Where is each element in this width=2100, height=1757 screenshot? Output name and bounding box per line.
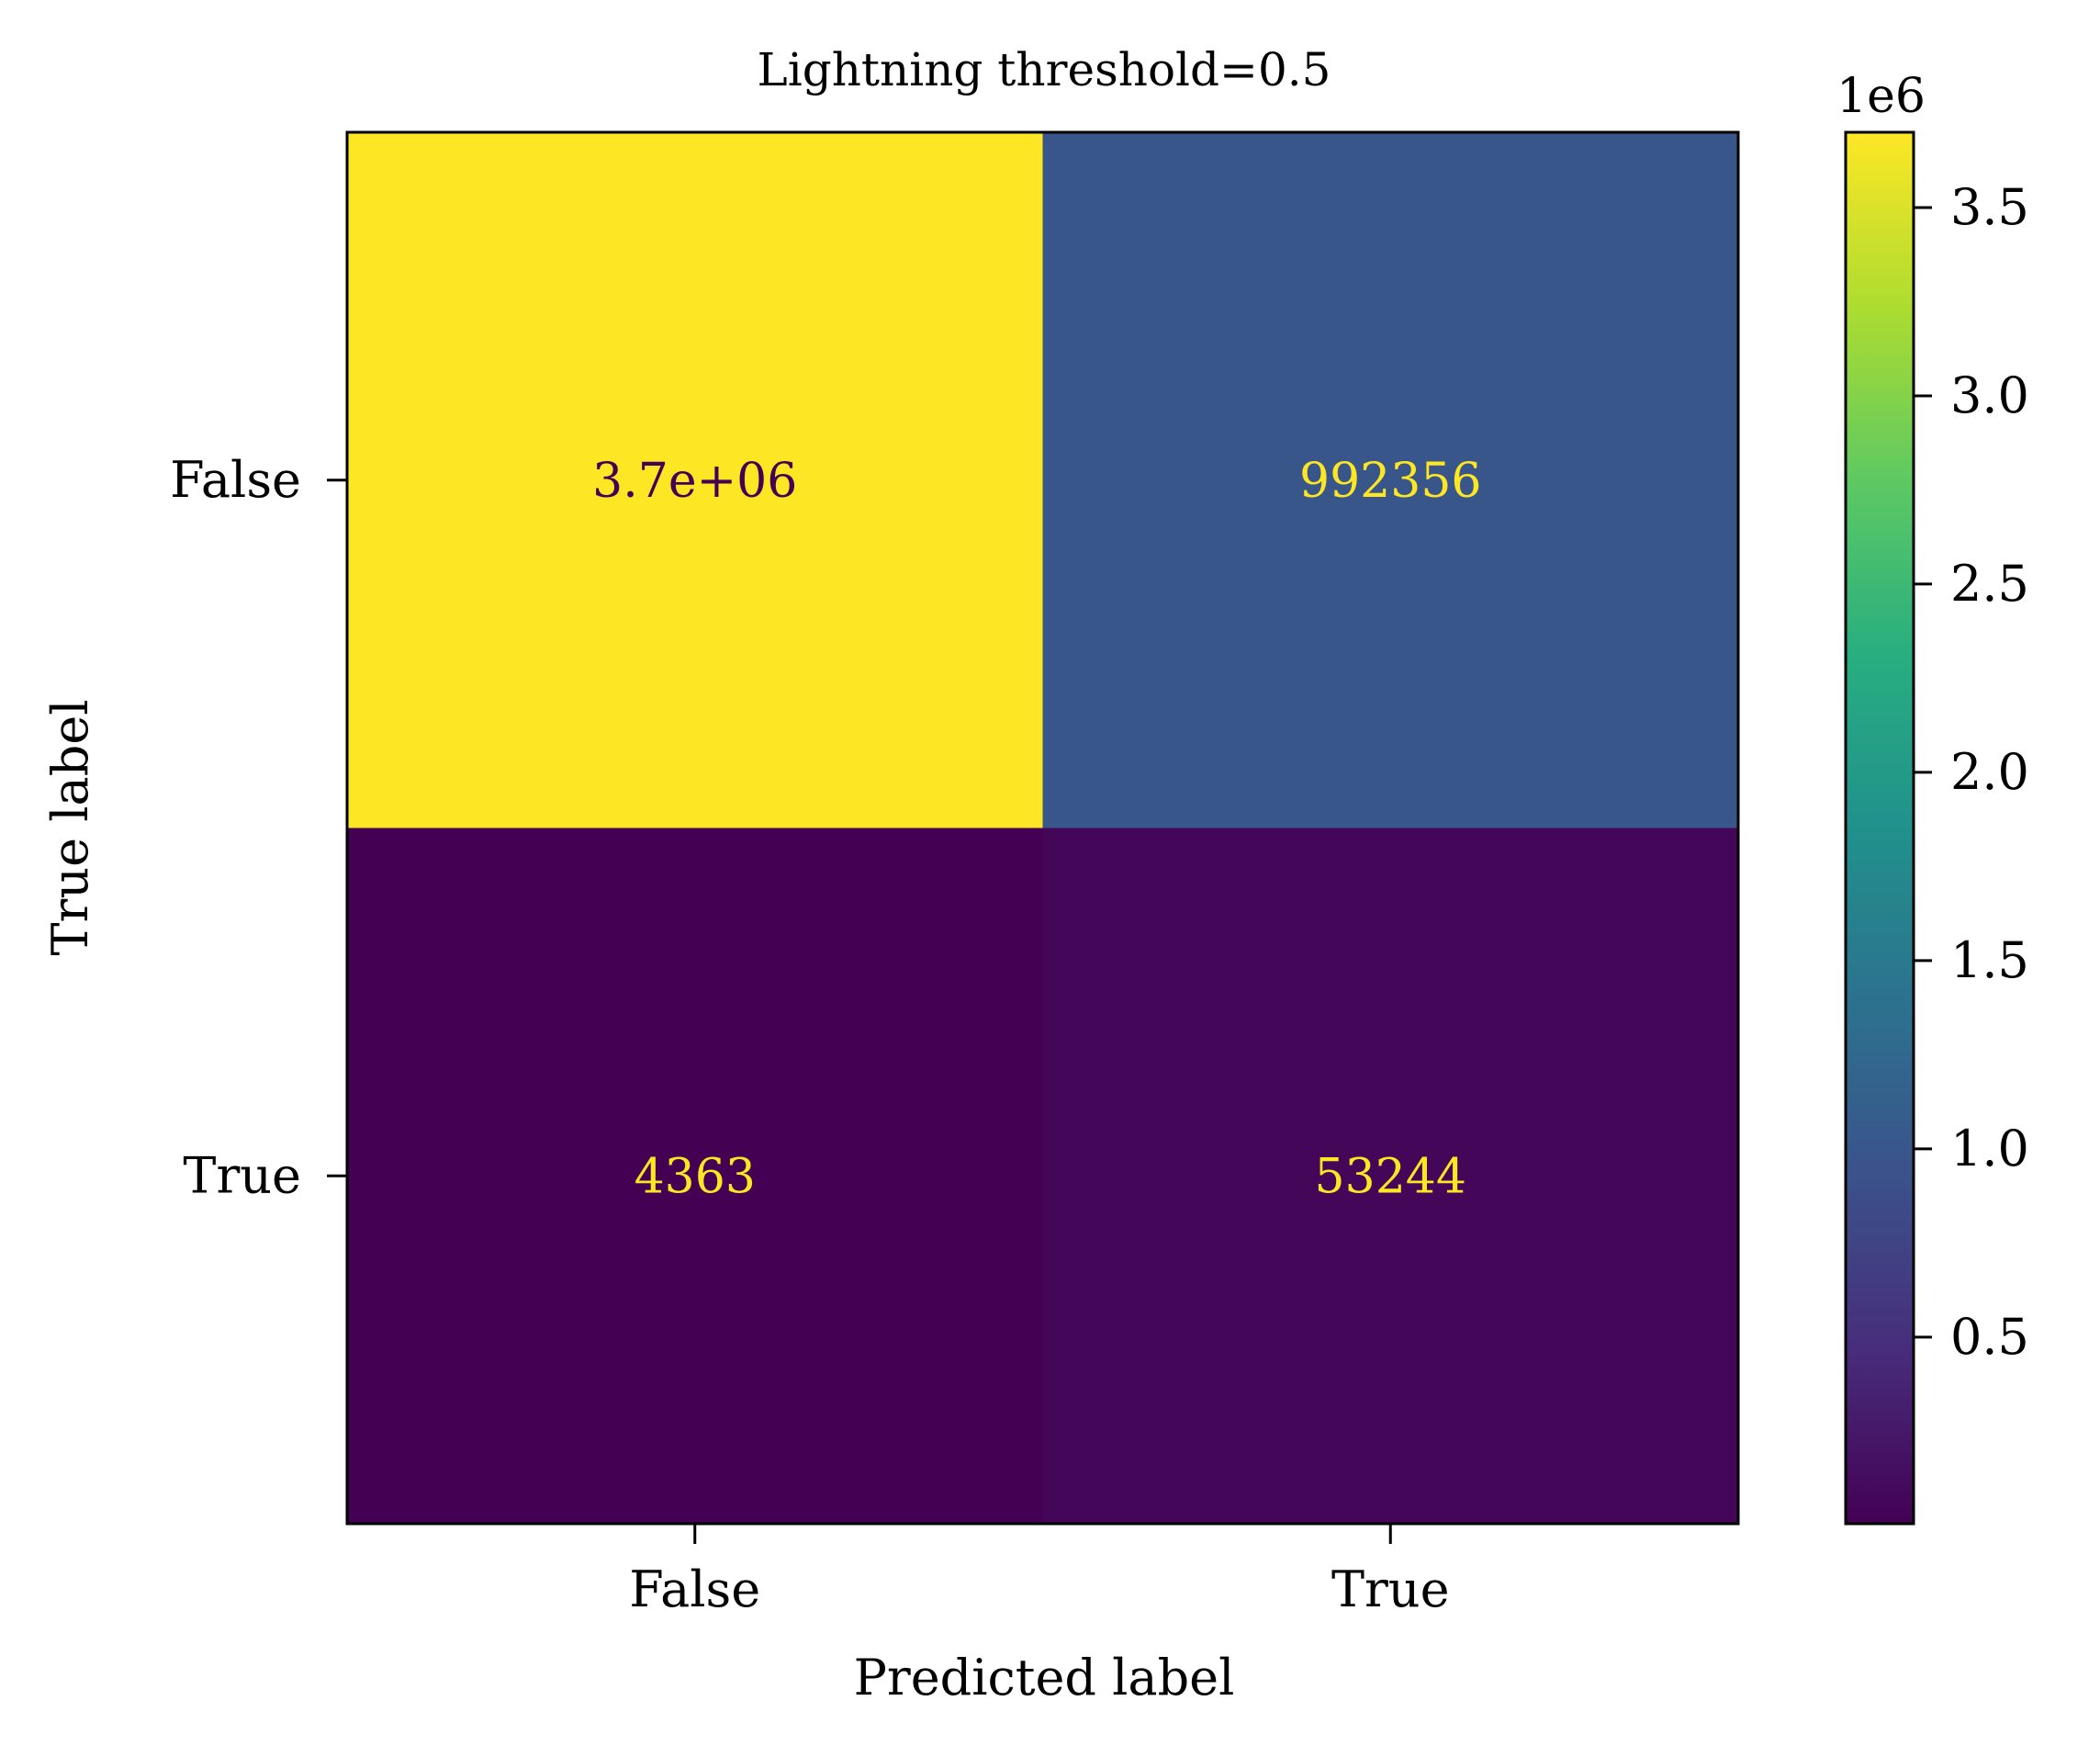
heatmap-cell [347, 828, 1043, 1525]
heatmap-cell [347, 132, 1043, 828]
heatmap-cell [1042, 132, 1739, 828]
heatmap-cell [1042, 828, 1739, 1525]
cell-value-label: 53244 [1315, 1149, 1466, 1204]
cell-value-label: 992356 [1299, 454, 1482, 509]
y-axis-label: True label [41, 700, 99, 956]
plot-frame [345, 130, 1740, 1526]
colorbar-tick-label: 0.5 [1950, 1308, 2029, 1366]
colorbar-tick-label: 2.5 [1950, 555, 2029, 613]
x-axis-label: Predicted label [854, 1649, 1235, 1706]
y-axis: False True [170, 451, 347, 1204]
x-tick-label: True [1331, 1560, 1450, 1618]
cell-value-label: 3.7e+06 [592, 454, 797, 509]
x-axis: False True [629, 1524, 1450, 1618]
colorbar [1844, 130, 1915, 1526]
y-tick-label: True [183, 1146, 301, 1204]
colorbar-ticks: 0.5 1.0 1.5 2.0 2.5 3.0 3.5 [1914, 178, 2029, 1366]
heatmap-cell-labels: 3.7e+06 992356 4363 53244 [592, 454, 1481, 1205]
y-tick-label: False [170, 451, 301, 509]
colorbar-tick-label: 3.5 [1950, 178, 2029, 236]
colorbar-tick-label: 2.0 [1950, 743, 2029, 801]
colorbar-tick-label: 1.5 [1950, 931, 2029, 989]
colorbar-scale-label: 1e6 [1836, 69, 1926, 124]
colorbar-tick-label: 1.0 [1950, 1120, 2029, 1177]
heatmap-cells [347, 132, 1739, 1525]
x-tick-label: False [629, 1560, 760, 1618]
colorbar-tick-label: 3.0 [1950, 366, 2029, 424]
cell-value-label: 4363 [634, 1149, 756, 1204]
chart-title: Lightning threshold=0.5 [758, 43, 1331, 96]
